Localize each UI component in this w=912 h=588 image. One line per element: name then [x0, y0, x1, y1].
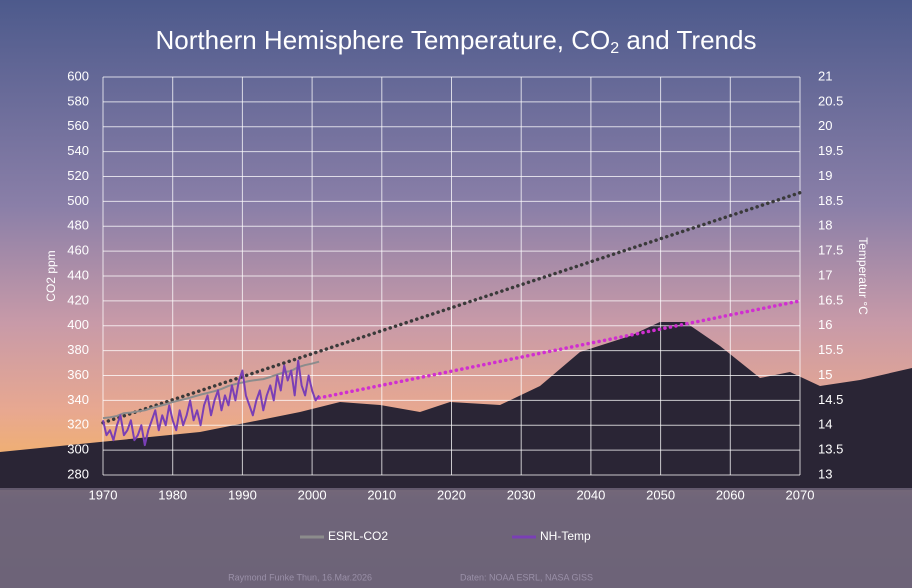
x-tick-label: 2000 — [298, 487, 327, 502]
y2-tick-label: 17 — [818, 267, 832, 282]
y2-tick-label: 16.5 — [818, 292, 843, 307]
y2-tick-label: 14.5 — [818, 392, 843, 407]
y-tick-label: 360 — [67, 367, 89, 382]
y-tick-label: 380 — [67, 342, 89, 357]
series-line — [102, 359, 320, 447]
y-tick-label: 600 — [67, 68, 89, 83]
y-tick-label: 520 — [67, 168, 89, 183]
x-tick-label: 2030 — [507, 487, 536, 502]
y2-tick-label: 18.5 — [818, 193, 843, 208]
y-tick-label: 540 — [67, 143, 89, 158]
y2-tick-label: 15.5 — [818, 342, 843, 357]
y-tick-label: 320 — [67, 417, 89, 432]
x-tick-label: 1970 — [89, 487, 118, 502]
y2-tick-label: 15 — [818, 367, 832, 382]
x-tick-label: 2010 — [367, 487, 396, 502]
y-tick-label: 420 — [67, 292, 89, 307]
y2-tick-label: 20.5 — [818, 93, 843, 108]
x-tick-label: 2040 — [576, 487, 605, 502]
y2-tick-label: 13 — [818, 466, 832, 481]
x-tick-label: 1990 — [228, 487, 257, 502]
mountains — [0, 322, 912, 490]
title-part: and Trends — [619, 25, 756, 55]
x-tick-label: 2020 — [437, 487, 466, 502]
title-part: Northern Hemisphere Temperature, CO — [156, 25, 611, 55]
y-tick-label: 440 — [67, 267, 89, 282]
y2-tick-label: 21 — [818, 68, 832, 83]
x-tick-label: 2060 — [716, 487, 745, 502]
trend-line — [101, 190, 802, 425]
y2-tick-label: 18 — [818, 218, 832, 233]
y-tick-label: 300 — [67, 442, 89, 457]
y2-tick-label: 14 — [818, 417, 832, 432]
y2-tick-label: 17.5 — [818, 243, 843, 258]
x-tick-label: 2050 — [646, 487, 675, 502]
y-tick-label: 340 — [67, 392, 89, 407]
y-tick-label: 460 — [67, 243, 89, 258]
y-tick-label: 480 — [67, 218, 89, 233]
footer-source: Daten: NOAA ESRL, NASA GISS — [460, 572, 593, 582]
y2-tick-label: 20 — [818, 118, 832, 133]
x-tick-label: 1980 — [158, 487, 187, 502]
legend-label: ESRL-CO2 — [328, 529, 388, 543]
y-axis-label: CO2 ppm — [44, 250, 58, 301]
y-tick-label: 280 — [67, 466, 89, 481]
y2-tick-label: 13.5 — [818, 442, 843, 457]
y2-tick-label: 16 — [818, 317, 832, 332]
title-subscript: 2 — [610, 40, 619, 57]
legend-label: NH-Temp — [540, 529, 591, 543]
y2-tick-label: 19 — [818, 168, 832, 183]
y-tick-label: 580 — [67, 93, 89, 108]
y-tick-label: 500 — [67, 193, 89, 208]
y2-tick-label: 19.5 — [818, 143, 843, 158]
x-tick-label: 2070 — [786, 487, 815, 502]
y-tick-label: 560 — [67, 118, 89, 133]
y2-axis-label: Temperatur °C — [856, 237, 870, 315]
y-tick-label: 400 — [67, 317, 89, 332]
footer-credit: Raymond Funke Thun, 16.Mar.2026 — [228, 572, 372, 582]
trend-line — [317, 299, 802, 400]
water — [0, 488, 912, 588]
chart-title: Northern Hemisphere Temperature, CO2 and… — [156, 25, 757, 57]
